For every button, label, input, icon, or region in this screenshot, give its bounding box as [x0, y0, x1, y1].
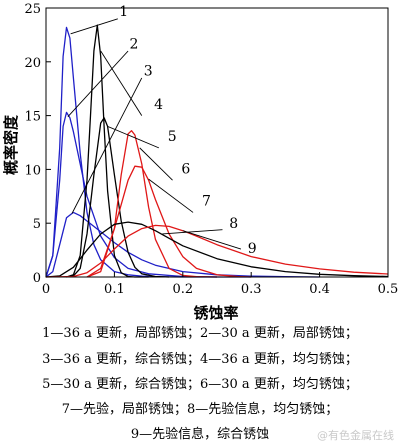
leader-line-2 — [67, 50, 129, 117]
caption-line-3: 5—30 a 更新，综合锈蚀；6—30 a 更新，均匀锈蚀； — [42, 377, 358, 392]
caption-line-1: 1—36 a 更新，局部锈蚀；2—30 a 更新，局部锈蚀； — [42, 326, 358, 341]
leader-line-4 — [100, 50, 143, 116]
caption-line-4: 7—先验，局部锈蚀；8—先验信息，均匀锈蚀； — [61, 402, 339, 417]
y-tick-label: 5 — [33, 217, 41, 232]
series-line-1 — [45, 26, 217, 278]
y-tick-label: 15 — [24, 110, 41, 125]
x-tick-label: 0.2 — [172, 282, 193, 297]
y-tick-label: 25 — [24, 2, 41, 17]
series-label-4: 4 — [154, 97, 163, 113]
y-tick-label: 20 — [24, 56, 41, 71]
leader-line-9 — [182, 230, 242, 250]
series-label-8: 8 — [229, 216, 238, 232]
x-axis-label: 锈蚀率 — [193, 304, 238, 322]
series-layer — [45, 24, 389, 278]
watermark: @有色金属在线 — [317, 429, 394, 442]
leader-line-1 — [70, 18, 118, 35]
series-line-3 — [45, 211, 320, 278]
series-label-9: 9 — [248, 241, 257, 257]
series-label-5: 5 — [168, 129, 177, 145]
series-line-9 — [45, 224, 389, 278]
leader-line-5 — [107, 125, 160, 149]
y-axis-label: 概率密度 — [2, 114, 20, 175]
x-tick-label: 0.3 — [241, 282, 262, 297]
series-label-7: 7 — [202, 194, 211, 210]
plot-frame — [45, 7, 389, 278]
series-label-2: 2 — [129, 37, 138, 53]
caption-line-5: 9—先验信息，综合锈蚀 — [130, 427, 270, 442]
annotation-layer: 1 23 456 7 89 — [67, 4, 257, 257]
series-label-6: 6 — [181, 161, 190, 177]
leader-line-8 — [162, 229, 223, 235]
series-label-1: 1 — [119, 4, 128, 20]
x-tick-label: 0.5 — [378, 282, 399, 297]
x-tick-label: 0.4 — [309, 282, 330, 297]
series-line-4 — [66, 24, 149, 278]
leader-line-7 — [148, 178, 194, 213]
series-line-2 — [45, 111, 252, 278]
series-line-6 — [86, 130, 218, 278]
series-line-8 — [45, 221, 389, 278]
leader-line-3 — [71, 77, 143, 214]
y-tick-label: 10 — [24, 163, 41, 178]
y-tick-label: 0 — [33, 271, 41, 286]
series-line-7 — [86, 165, 252, 278]
x-tick-label: 0.1 — [104, 282, 125, 297]
caption-line-2: 3—36 a 更新，综合锈蚀；4—36 a 更新，均匀锈蚀； — [42, 352, 358, 367]
series-label-3: 3 — [144, 63, 153, 79]
x-tick-label: 0 — [42, 282, 50, 297]
leader-line-6 — [139, 147, 173, 181]
